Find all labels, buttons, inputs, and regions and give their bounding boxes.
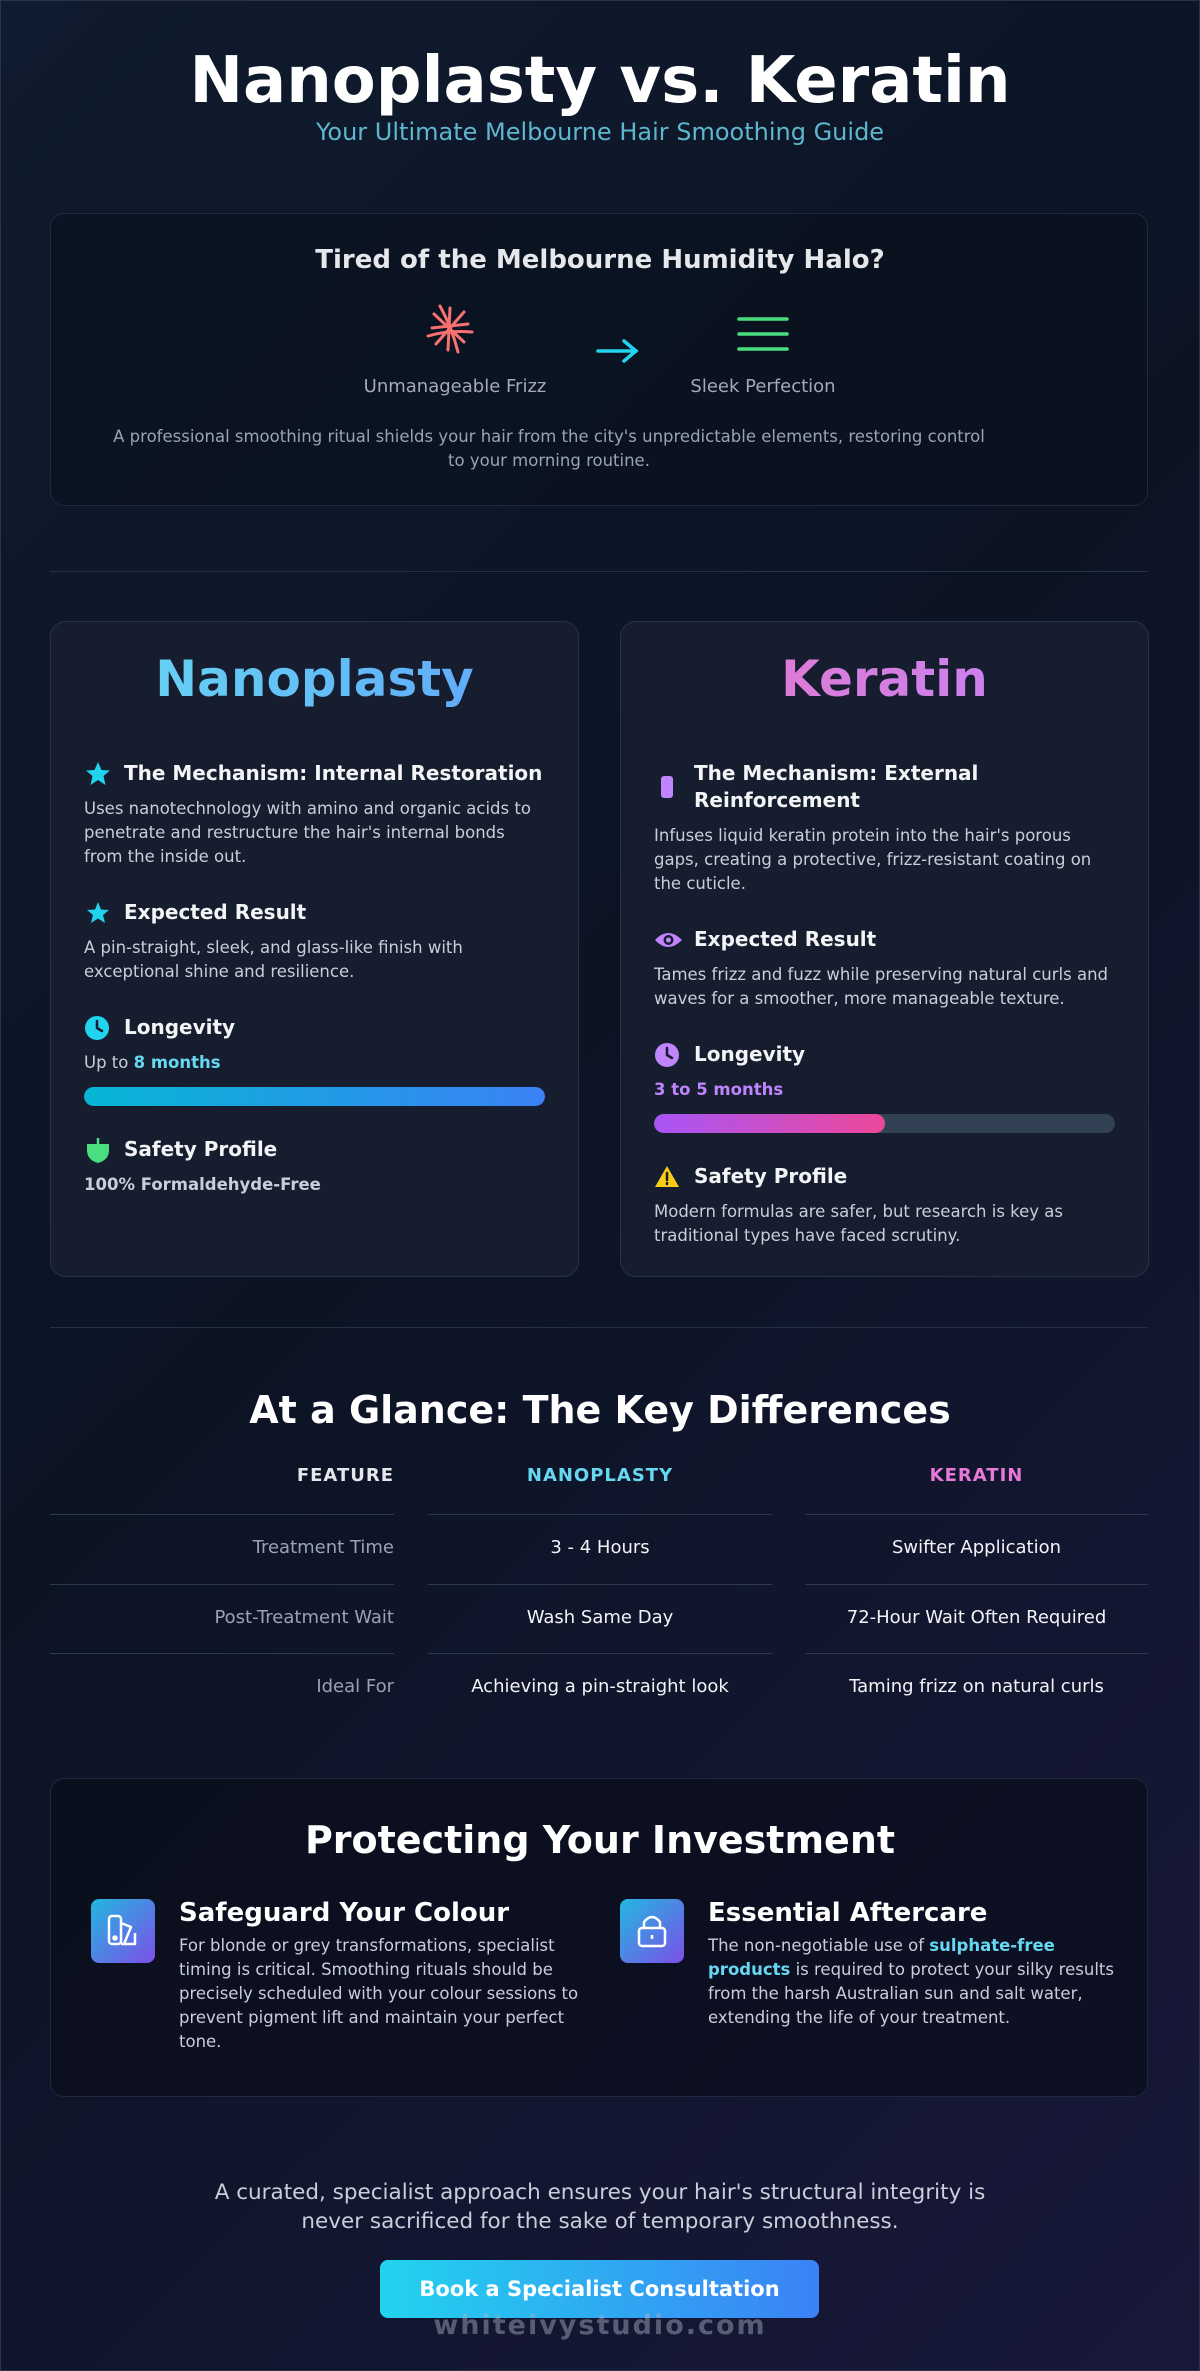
item-text: Tames frizz and fuzz while preserving na… [654,965,1109,1008]
protect-card [50,1778,1148,2097]
table-cell: 72-Hour Wait Often Required [846,1606,1107,1628]
row-line [50,1653,394,1654]
item-text: 100% Formaldehyde-Free [84,1175,321,1194]
row-line [428,1653,772,1654]
icon [661,776,673,798]
highlight: 8 months [133,1053,221,1072]
column-header: FEATURE [296,1465,394,1486]
nano-item: Longevity Up to 8 months [84,1014,545,1106]
title: Nanoplasty vs. Keratin [189,44,1011,118]
table-cell: 3 - 4 Hours [550,1537,650,1558]
icon [85,1016,109,1040]
item-text: The non-negotiable use of sulphate-free … [708,1934,1128,2030]
nanoplasty-card: Nanoplasty The Mechanism: Internal Resto… [50,621,579,1277]
progress-track [654,1114,1115,1133]
frizz-icon [426,304,474,354]
row-line [805,1583,1148,1585]
table-cell: Swifter Application [892,1537,1061,1558]
row-line [805,1514,1148,1515]
table-cell: Wash Same Day [526,1606,674,1628]
icon [107,1914,137,1946]
protect-title: Protecting Your Investment [304,1818,896,1862]
icon [87,902,109,923]
item-text: Modern formulas are safer, but research … [654,1202,1064,1245]
ker-item: Longevity 3 to 5 months [654,1041,1115,1133]
icon [87,1138,109,1163]
cta-button[interactable]: Book a Specialist Consultation [380,2260,819,2318]
sleek-icon [737,317,789,351]
arrow-icon [596,339,639,363]
nano-item: Expected Result A pin-straight, sleek, a… [84,899,545,984]
row-line [428,1514,772,1515]
item-text: For blonde or grey transformations, spec… [179,1936,579,2051]
nanoplasty-title: Nanoplasty [84,649,545,725]
nano-item: Safety Profile 100% Formaldehyde-Free [84,1136,545,1197]
divider [50,571,1148,572]
item-heading: Expected Result [124,900,307,924]
item-heading: Longevity [694,1042,806,1066]
highlight: sulphate-free products [708,1936,1055,1979]
table-cell: Taming frizz on natural curls [849,1676,1104,1697]
ker-item: Safety Profile Modern formulas are safer… [654,1163,1115,1248]
protect-item: Essential Aftercare The non-negotiable u… [620,1898,1128,2030]
row-line [805,1653,1148,1654]
intro-text: A professional smoothing ritual shields … [113,427,985,470]
item-heading: Safeguard Your Colour [179,1898,510,1928]
table-cell: Ideal For [316,1676,394,1697]
intro-heading: Tired of the Melbourne Humidity Halo? [315,245,885,275]
table-cell: Treatment Time [252,1537,394,1558]
item-heading: Longevity [124,1015,236,1039]
icon [655,933,682,947]
item-heading: Safety Profile [694,1164,848,1188]
item-text: Uses nanotechnology with amino and organ… [84,799,531,866]
column-header: NANOPLASTY [526,1465,674,1486]
progress-fill [654,1114,885,1133]
icon-box [91,1899,155,1963]
divider [50,1327,1148,1328]
nano-item: The Mechanism: Internal Restoration Uses… [84,760,545,869]
ker-item: Expected Result Tames frizz and fuzz whi… [654,926,1115,1011]
subtitle: Your Ultimate Melbourne Hair Smoothing G… [315,118,885,146]
row-line [428,1583,772,1585]
before-label: Unmanageable Frizz [363,376,547,397]
table-cell: Achieving a pin-straight look [471,1676,729,1697]
intro-card [50,213,1148,506]
item-heading: Essential Aftercare [708,1898,988,1928]
row-line [50,1583,394,1585]
item-heading: Expected Result [694,927,877,951]
item-heading: The Mechanism: Internal Restoration [124,761,543,785]
keratin-title: Keratin [654,649,1115,725]
icon [637,1915,667,1948]
icon-box [620,1899,684,1963]
column-header: KERATIN [929,1465,1024,1486]
after-label: Sleek Perfection [690,376,836,397]
prefix: Up to [84,1053,134,1072]
item-heading: Safety Profile [124,1137,278,1161]
icon [655,1166,679,1187]
highlight: 3 to 5 months [654,1080,784,1099]
keratin-card: Keratin The Mechanism: External Reinforc… [620,621,1149,1277]
footer-text: A curated, specialist approach ensures y… [214,2180,986,2234]
row-line [50,1514,394,1515]
prefix: The non-negotiable use of [708,1936,930,1955]
item-text: Up to 8 months [84,1051,545,1075]
suffix: is required to protect your silky result… [708,1960,1114,2027]
item-heading: The Mechanism: External Reinforcement [694,761,979,812]
progress-fill [84,1087,545,1106]
table-title: At a Glance: The Key Differences [249,1388,951,1432]
protect-item: Safeguard Your Colour For blonde or grey… [91,1898,599,2054]
icon [655,1043,679,1067]
item-text: A pin-straight, sleek, and glass-like fi… [84,938,463,981]
progress-track [84,1087,545,1106]
item-text: Infuses liquid keratin protein into the … [654,826,1092,893]
table-cell: Post-Treatment Wait [214,1606,394,1628]
ker-item: The Mechanism: External Reinforcement In… [654,760,1115,896]
watermark: whiteivystudio.com [433,2310,767,2341]
icon [86,762,110,785]
